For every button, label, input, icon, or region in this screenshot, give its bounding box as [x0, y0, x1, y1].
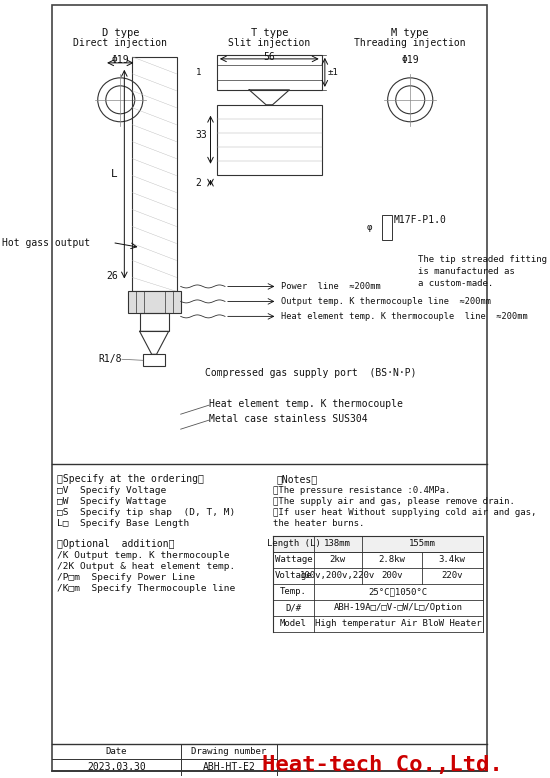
Text: ±1: ±1: [328, 68, 339, 77]
Text: 138mm: 138mm: [324, 539, 351, 548]
Text: □V  Specify Voltage: □V Specify Voltage: [58, 486, 167, 495]
Text: ABH-HT-E2: ABH-HT-E2: [202, 762, 255, 773]
Bar: [128, 292, 181, 314]
Text: Direct injection: Direct injection: [73, 38, 167, 48]
Text: ①The pressure resistance :0.4MPa.: ①The pressure resistance :0.4MPa.: [273, 486, 450, 495]
Text: 3.4kw: 3.4kw: [439, 555, 465, 564]
Text: 1: 1: [195, 68, 201, 77]
Text: 2.8kw: 2.8kw: [378, 555, 405, 564]
Text: M type: M type: [392, 28, 429, 38]
Text: is manufactured as: is manufactured as: [418, 267, 515, 276]
Text: 2023.03.30: 2023.03.30: [87, 762, 146, 773]
Text: 【Notes】: 【Notes】: [277, 474, 318, 484]
Text: 200v: 200v: [381, 571, 403, 580]
Text: Date: Date: [106, 747, 127, 756]
Text: the heater burns.: the heater burns.: [273, 519, 365, 528]
Text: Threading injection: Threading injection: [354, 38, 466, 48]
Text: Output temp. K thermocouple line  ≈200mm: Output temp. K thermocouple line ≈200mm: [282, 297, 491, 306]
Text: a custom-made.: a custom-made.: [418, 279, 493, 288]
Text: Φ19: Φ19: [402, 55, 419, 65]
Text: The tip streaded fitting: The tip streaded fitting: [418, 255, 547, 264]
Text: ②The supply air and gas, please remove drain.: ②The supply air and gas, please remove d…: [273, 497, 515, 506]
Text: Φ19: Φ19: [112, 55, 129, 65]
Text: 【Specify at the ordering】: 【Specify at the ordering】: [58, 474, 205, 484]
Text: Heat-tech Co.,Ltd.: Heat-tech Co.,Ltd.: [262, 755, 502, 776]
Text: /2K Output & heat element temp.: /2K Output & heat element temp.: [58, 562, 236, 571]
Text: /P□m  Specify Power Line: /P□m Specify Power Line: [58, 573, 195, 582]
Text: Compressed gas supply port  (BS·N·P): Compressed gas supply port (BS·N·P): [205, 368, 416, 378]
Bar: [140, 314, 169, 331]
Text: Heat element temp. K thermocouple: Heat element temp. K thermocouple: [209, 399, 403, 409]
Text: R1/8: R1/8: [98, 354, 122, 364]
Text: M17F-P1.0: M17F-P1.0: [394, 215, 447, 225]
Text: 220v: 220v: [441, 571, 463, 580]
Bar: [217, 55, 322, 89]
Text: ABH-19A□/□V-□W/L□/Option: ABH-19A□/□V-□W/L□/Option: [334, 603, 463, 612]
Bar: [273, 536, 483, 552]
Text: High temperatur Air BloW Heater: High temperatur Air BloW Heater: [315, 619, 481, 629]
Text: φ: φ: [367, 223, 372, 232]
Text: Temp.: Temp.: [280, 587, 307, 596]
Text: Power  line  ≈200mm: Power line ≈200mm: [282, 282, 381, 291]
Text: /K Output temp. K thermocouple: /K Output temp. K thermocouple: [58, 551, 230, 560]
Text: Model: Model: [280, 619, 307, 629]
Text: 56: 56: [263, 52, 275, 62]
Text: Length (L): Length (L): [267, 539, 320, 548]
Text: 2kw: 2kw: [329, 555, 346, 564]
Text: 155mm: 155mm: [409, 539, 436, 548]
Text: /K□m  Specify Thermocouple line: /K□m Specify Thermocouple line: [58, 584, 236, 593]
Text: 26: 26: [106, 272, 118, 282]
Text: □S  Specify tip shap  (D, T, M): □S Specify tip shap (D, T, M): [58, 508, 236, 517]
Text: 【Optional  addition】: 【Optional addition】: [58, 539, 175, 549]
Text: Hot gass output: Hot gass output: [2, 237, 90, 247]
Text: Metal case stainless SUS304: Metal case stainless SUS304: [209, 414, 367, 424]
Text: 2: 2: [195, 177, 201, 187]
Bar: [143, 354, 166, 366]
Text: □W  Specify Wattage: □W Specify Wattage: [58, 497, 167, 506]
Text: ③If user heat Without supplying cold air and gas,: ③If user heat Without supplying cold air…: [273, 508, 537, 517]
Text: D/#: D/#: [285, 603, 301, 612]
Text: L□  Specify Base Length: L□ Specify Base Length: [58, 519, 190, 528]
Text: L: L: [111, 169, 118, 179]
Text: Heat element temp. K thermocouple  line  ≈200mm: Heat element temp. K thermocouple line ≈…: [282, 312, 528, 321]
Text: 25°C～1050°C: 25°C～1050°C: [368, 587, 428, 596]
Bar: [382, 215, 392, 240]
Text: 33: 33: [195, 130, 207, 140]
Text: Wattage: Wattage: [274, 555, 312, 564]
Text: Voltage: Voltage: [274, 571, 312, 580]
Text: Drawing number: Drawing number: [191, 747, 267, 756]
Text: Slit injection: Slit injection: [228, 38, 310, 48]
Bar: [133, 57, 177, 292]
Text: D type: D type: [102, 28, 139, 38]
Text: T type: T type: [251, 28, 288, 38]
Text: 100v,200v,220v: 100v,200v,220v: [300, 571, 375, 580]
Bar: [217, 105, 322, 174]
